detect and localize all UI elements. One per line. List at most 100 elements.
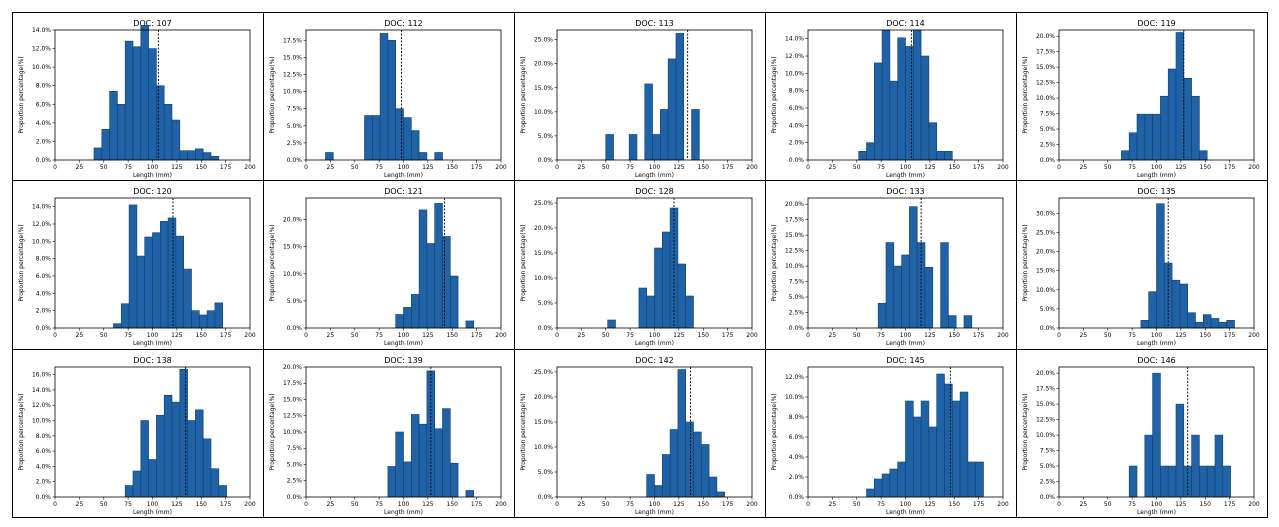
y-tick-label: 8.0% (36, 432, 52, 439)
histogram-bar (379, 33, 389, 161)
y-tick-label: 7.5% (789, 279, 805, 286)
x-tick-label: 150 (1200, 332, 1212, 339)
y-tick-label: 6.0% (36, 448, 52, 455)
histogram-bar (1202, 314, 1212, 329)
chart-title: DOC: 142 (635, 356, 673, 365)
x-tick-label: 125 (1175, 164, 1187, 171)
y-tick-label: 10.0% (1036, 95, 1055, 102)
x-tick-label: 100 (1151, 501, 1163, 508)
histogram-bar (948, 315, 957, 329)
histogram-bar (387, 39, 396, 161)
histogram-bar (163, 103, 173, 161)
x-tick-label: 25 (1080, 501, 1088, 508)
histogram-bar (434, 428, 443, 497)
y-tick-label: 0.0% (789, 157, 805, 164)
y-tick-label: 12.0% (32, 46, 51, 53)
x-tick-label: 100 (649, 332, 661, 339)
y-tick-label: 25.0% (534, 37, 553, 44)
y-tick-label: 20.0% (1036, 249, 1055, 256)
histogram-svg: DOC: 135 0 25 50 75 100 125 150 175 200 0.0% 5.0% 10… (1022, 187, 1260, 347)
histogram-svg: DOC: 133 0 25 50 75 100 125 150 175 200 0.0% 2.5% 5.… (771, 187, 1009, 347)
histogram-bar (124, 484, 134, 497)
x-tick-label: 150 (698, 164, 710, 171)
y-tick-label: 0.0% (1040, 325, 1056, 332)
x-tick-label: 125 (1175, 501, 1187, 508)
x-tick-label: 0 (53, 501, 57, 508)
x-tick-label: 200 (244, 332, 256, 339)
x-tick-label: 125 (171, 501, 183, 508)
y-tick-label: 10.0% (32, 64, 51, 71)
histogram-bar (1171, 280, 1181, 329)
histogram-bar (901, 254, 910, 329)
histogram-bar (117, 103, 126, 161)
x-tick-label: 125 (673, 164, 685, 171)
x-tick-label: 50 (100, 332, 108, 339)
histogram-bar (661, 232, 671, 329)
histogram-bar (605, 134, 614, 161)
x-tick-label: 0 (1057, 332, 1061, 339)
y-axis-label: Proportion percentage(%) (18, 225, 25, 302)
x-tick-label: 50 (351, 332, 359, 339)
histogram-bar (465, 489, 474, 497)
x-tick-label: 175 (220, 501, 232, 508)
x-axis-label: Length (mm) (133, 172, 172, 179)
histogram-bar (1191, 434, 1200, 497)
x-tick-label: 125 (1175, 332, 1187, 339)
chart-title: DOC: 138 (133, 356, 171, 365)
histogram-bar (912, 416, 922, 497)
x-tick-label: 50 (602, 332, 610, 339)
x-tick-label: 25 (327, 501, 335, 508)
histogram-bar (920, 400, 930, 497)
histogram-bar (113, 323, 122, 329)
y-tick-label: 12.0% (32, 221, 51, 228)
x-tick-label: 100 (900, 501, 912, 508)
x-axis-label: Length (mm) (1137, 509, 1176, 516)
x-tick-label: 200 (495, 501, 507, 508)
histogram-bar (1128, 465, 1138, 497)
y-tick-label: 10.0% (785, 263, 804, 270)
y-tick-label: 10.0% (534, 275, 553, 282)
x-axis-label: Length (mm) (384, 340, 423, 347)
histogram-bar (1199, 150, 1208, 161)
histogram-bar (708, 476, 718, 497)
y-tick-label: 20.0% (283, 364, 302, 371)
histogram-bar (144, 237, 153, 329)
histogram-bar (1167, 465, 1177, 497)
x-tick-label: 100 (398, 501, 410, 508)
x-tick-label: 25 (578, 501, 586, 508)
histogram-bar (1210, 318, 1220, 329)
histogram-bar (202, 152, 212, 161)
x-tick-label: 50 (100, 501, 108, 508)
histogram-bar (1179, 284, 1188, 329)
histogram-bar (1175, 403, 1185, 497)
histogram-bar (858, 151, 867, 161)
x-tick-label: 200 (997, 332, 1009, 339)
x-tick-label: 75 (877, 164, 885, 171)
y-tick-label: 6.0% (789, 105, 805, 112)
y-tick-label: 10.0% (32, 239, 51, 246)
y-tick-label: 15.0% (283, 54, 302, 61)
histogram-panel: DOC: 133 0 25 50 75 100 125 150 175 200 0.0% 2.5% 5.… (765, 180, 1017, 350)
x-tick-label: 75 (626, 164, 634, 171)
y-tick-label: 0.0% (36, 325, 52, 332)
y-tick-label: 17.5% (283, 37, 302, 44)
histogram-panel: DOC: 113 0 25 50 75 100 125 150 175 200 0.0% 5.0% 10… (514, 12, 766, 182)
x-tick-label: 0 (806, 332, 810, 339)
histogram-bar (152, 232, 161, 329)
histogram-bar (652, 134, 661, 161)
x-tick-label: 200 (746, 164, 758, 171)
x-tick-label: 175 (722, 501, 734, 508)
x-tick-label: 50 (853, 332, 861, 339)
histogram-bar (874, 62, 883, 161)
histogram-bar (1218, 322, 1227, 329)
histogram-panel: DOC: 146 0 25 50 75 100 125 150 175 200 0.0% 2.5% 5.… (1016, 348, 1268, 518)
y-tick-label: 17.5% (283, 380, 302, 387)
y-axis-label: Proportion percentage(%) (520, 56, 527, 133)
histogram-bar (1167, 68, 1177, 161)
y-tick-label: 8.0% (789, 88, 805, 95)
y-axis-label: Proportion percentage(%) (269, 56, 276, 133)
x-tick-label: 0 (1057, 501, 1061, 508)
y-tick-label: 30.0% (1036, 211, 1055, 218)
x-axis-label: Length (mm) (133, 509, 172, 516)
histogram-bar (426, 243, 435, 329)
